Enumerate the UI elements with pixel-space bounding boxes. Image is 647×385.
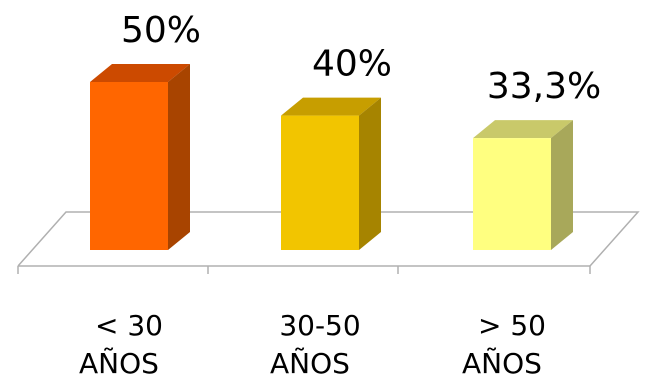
bar-top-face [90,64,190,82]
category-label: AÑOS [462,347,542,380]
bar-side-face [168,64,190,250]
bars-group [90,64,573,250]
category-labels-group: < 30 AÑOS 30-50 AÑOS > 50 AÑOS [79,309,546,380]
data-labels-group: 50% 40% 33,3% [121,10,601,107]
bar-top-face [281,97,381,116]
bar [473,138,551,250]
bar [90,82,168,250]
bar [281,115,359,250]
category-label: > 50 [478,309,546,342]
category-label: 30-50 [279,309,360,342]
bar-side-face [359,97,381,250]
data-label: 50% [121,10,201,51]
category-label: AÑOS [270,347,350,380]
data-label: 33,3% [487,66,601,107]
bar-top-face [473,120,573,139]
bar-side-face [551,120,573,250]
category-label: AÑOS [79,347,159,380]
data-label: 40% [312,44,392,85]
category-label: < 30 [95,309,163,342]
